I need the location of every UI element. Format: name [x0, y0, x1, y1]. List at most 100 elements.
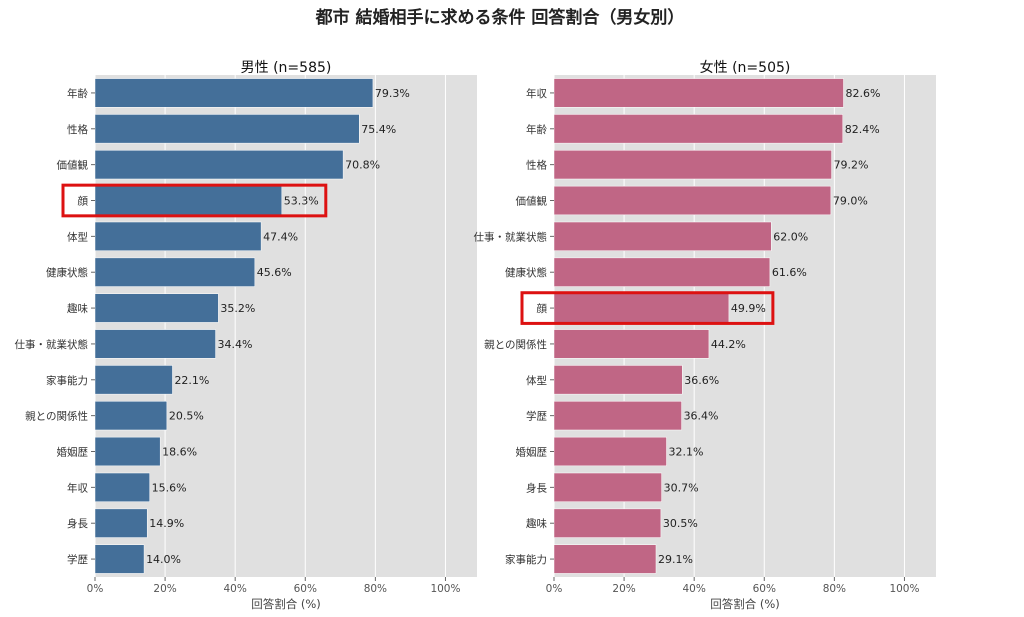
male-value-label: 14.9% — [149, 517, 184, 530]
male-x-tick-label: 60% — [294, 583, 317, 595]
female-value-label: 36.6% — [684, 374, 719, 387]
female-bar — [553, 365, 683, 395]
female-category-label: 身長 — [526, 481, 547, 494]
male-value-label: 70.8% — [345, 159, 380, 172]
female-bar — [553, 78, 844, 108]
male-value-label: 53.3% — [284, 195, 319, 208]
male-category-label: 婚姻歴 — [57, 446, 89, 459]
female-x-tick-label: 80% — [823, 583, 846, 595]
female-value-label: 49.9% — [731, 302, 766, 315]
male-bar — [94, 365, 173, 395]
male-value-label: 79.3% — [375, 87, 410, 100]
male-bar — [94, 508, 148, 538]
female-bar — [553, 185, 832, 216]
female-category-label: 家事能力 — [505, 553, 547, 566]
male-x-tick-label: 20% — [153, 583, 176, 595]
female-bar — [553, 436, 667, 467]
male-x-tick-label: 100% — [430, 583, 460, 595]
male-bar — [94, 150, 344, 180]
male-bar — [94, 436, 161, 467]
female-bar — [553, 293, 730, 323]
male-bar — [94, 472, 150, 502]
female-value-label: 30.5% — [663, 517, 698, 530]
male-category-label: 仕事・就業状態 — [15, 338, 89, 351]
female-category-label: 学歴 — [526, 410, 547, 423]
female-bar — [553, 472, 662, 502]
female-value-label: 32.1% — [668, 446, 703, 459]
female-x-axis-label: 回答割合 (%) — [710, 597, 780, 611]
male-x-tick-label: 80% — [364, 583, 387, 595]
male-category-label: 顔 — [78, 195, 89, 208]
male-category-label: 趣味 — [67, 302, 88, 315]
female-category-label: 健康状態 — [505, 266, 547, 279]
male-value-label: 75.4% — [361, 123, 396, 136]
male-value-label: 45.6% — [257, 266, 292, 279]
female-category-label: 年齢 — [526, 123, 547, 136]
female-panel: 0% 20% 40% 60% 80% 100% 女性 (n=505) 回答割合 (%) 年収 82… — [474, 59, 936, 611]
female-bar — [553, 508, 662, 538]
female-value-label: 82.4% — [845, 123, 880, 136]
female-category-label: 親との関係性 — [484, 338, 547, 351]
male-category-label: 学歴 — [67, 553, 88, 566]
male-panel: 0% 20% 40% 60% 80% 100% 男性 (n=585) 回答割合 (%) 年齢 79… — [15, 60, 477, 611]
female-x-tick-label: 60% — [753, 583, 776, 595]
female-bar — [553, 114, 844, 144]
male-bar — [94, 185, 283, 216]
female-category-label: 体型 — [526, 374, 547, 387]
female-x-tick-label: 20% — [612, 583, 635, 595]
male-category-label: 親との関係性 — [25, 410, 88, 423]
female-bar — [553, 221, 772, 251]
female-value-label: 30.7% — [664, 481, 699, 494]
male-bar — [94, 257, 256, 287]
female-category-label: 趣味 — [526, 517, 547, 530]
male-value-label: 18.6% — [162, 446, 197, 459]
female-bar — [553, 401, 682, 431]
male-category-label: 身長 — [67, 517, 88, 530]
male-bar — [94, 544, 145, 574]
male-category-label: 健康状態 — [46, 266, 88, 279]
female-value-label: 79.0% — [833, 195, 868, 208]
female-value-label: 62.0% — [773, 230, 808, 243]
female-bar — [553, 544, 657, 574]
female-category-label: 顔 — [537, 302, 548, 315]
female-value-label: 82.6% — [845, 87, 880, 100]
male-value-label: 34.4% — [218, 338, 253, 351]
male-category-label: 体型 — [67, 230, 88, 243]
female-category-label: 婚姻歴 — [516, 446, 548, 459]
male-x-tick-label: 40% — [224, 583, 247, 595]
male-bar — [94, 329, 216, 359]
female-x-tick-label: 0% — [546, 583, 563, 595]
male-bar — [94, 401, 168, 431]
male-highlight-box — [61, 183, 328, 218]
female-value-label: 29.1% — [658, 553, 693, 566]
male-category-label: 価値観 — [57, 159, 89, 172]
male-value-label: 15.6% — [152, 481, 187, 494]
female-category-label: 価値観 — [516, 195, 548, 208]
female-bar — [553, 150, 832, 180]
male-bar — [94, 78, 374, 108]
female-bar — [553, 329, 710, 359]
male-value-label: 47.4% — [263, 230, 298, 243]
male-bar — [94, 293, 219, 323]
male-value-label: 22.1% — [174, 374, 209, 387]
male-value-label: 20.5% — [169, 410, 204, 423]
female-bar — [553, 257, 771, 287]
male-category-label: 年齢 — [67, 87, 88, 100]
male-category-label: 家事能力 — [46, 374, 88, 387]
female-x-tick-label: 100% — [889, 583, 919, 595]
female-value-label: 61.6% — [772, 266, 807, 279]
female-value-label: 36.4% — [684, 410, 719, 423]
chart-title: 都市 結婚相手に求める条件 回答割合（男女別） — [315, 7, 685, 28]
female-value-label: 44.2% — [711, 338, 746, 351]
male-value-label: 14.0% — [146, 553, 181, 566]
female-panel-title: 女性 (n=505) — [700, 59, 791, 76]
male-x-axis-label: 回答割合 (%) — [251, 597, 321, 611]
male-value-label: 35.2% — [220, 302, 255, 315]
male-x-tick-label: 0% — [87, 583, 104, 595]
female-category-label: 仕事・就業状態 — [474, 230, 548, 243]
male-bar — [94, 221, 262, 251]
female-category-label: 年収 — [526, 87, 547, 100]
female-category-label: 性格 — [526, 159, 547, 172]
